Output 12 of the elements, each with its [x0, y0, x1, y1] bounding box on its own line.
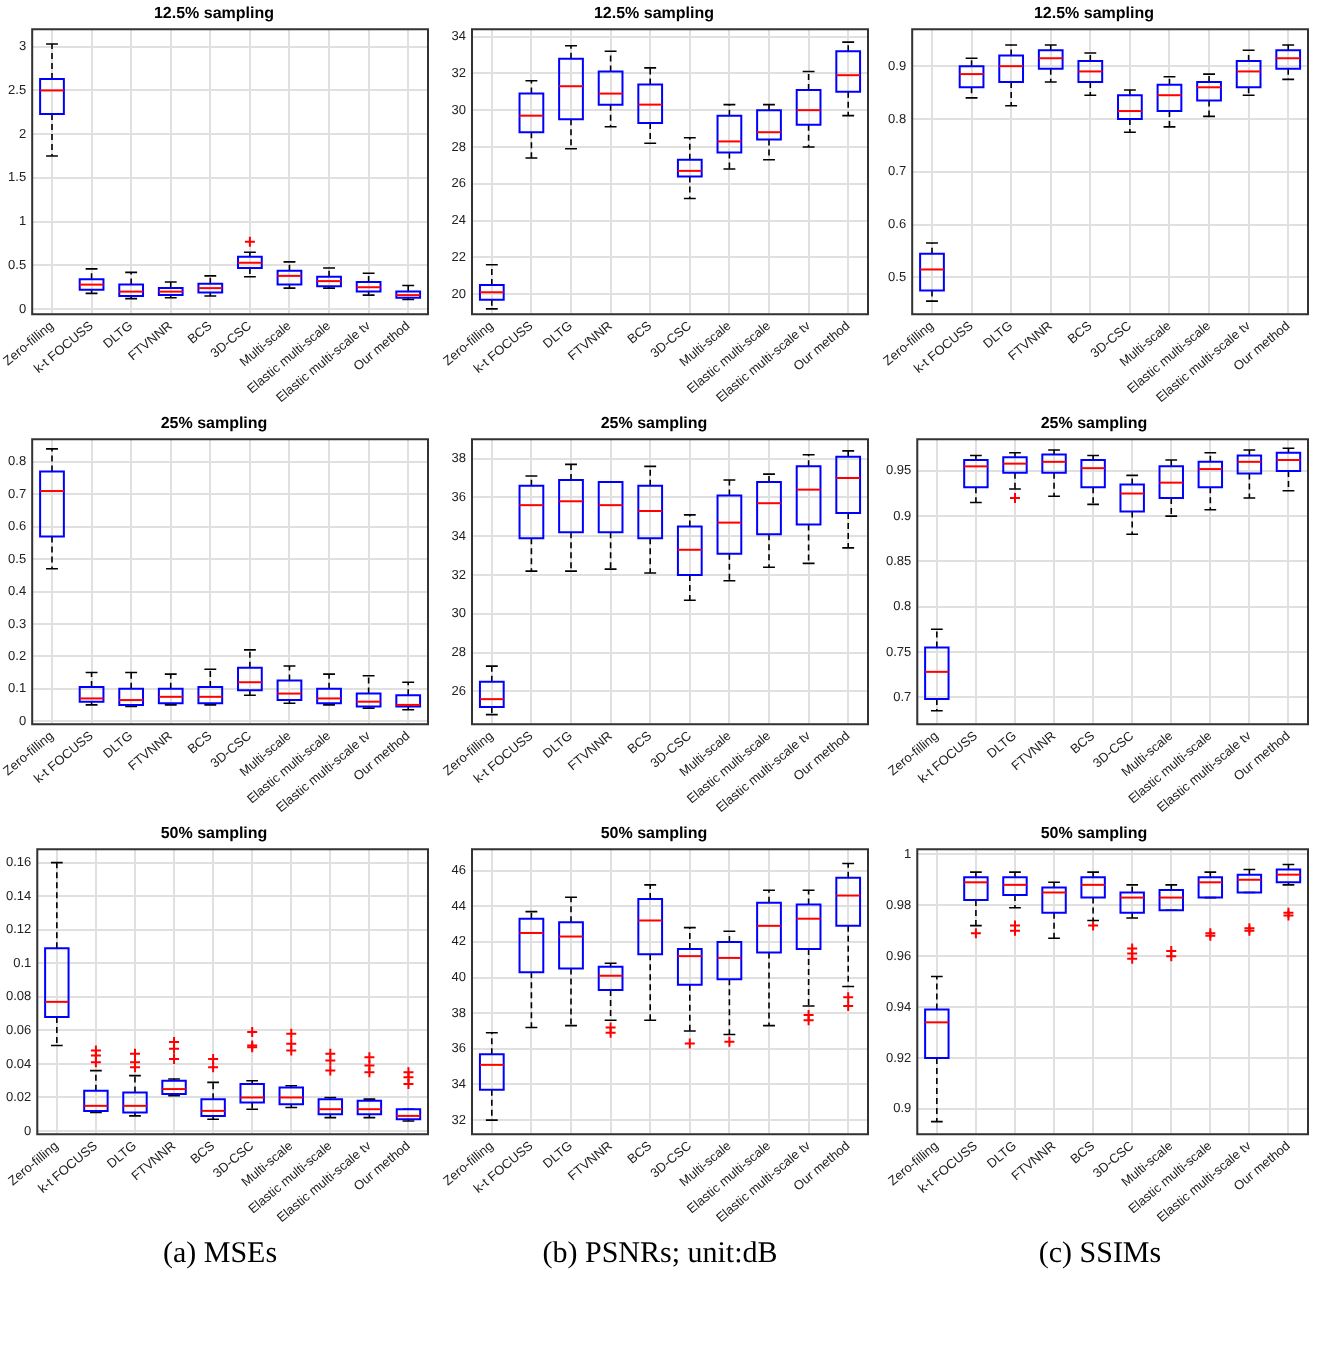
chart-title: 50% sampling: [1040, 824, 1148, 843]
chart-title: 25% sampling: [600, 414, 708, 433]
chart-title: 12.5% sampling: [153, 4, 275, 23]
chart-title: 50% sampling: [160, 824, 268, 843]
chart-title: 50% sampling: [600, 824, 708, 843]
chart-title: 25% sampling: [1040, 414, 1148, 433]
text: (a) MSEs: [160, 1238, 280, 1272]
chart-title: 12.5% sampling: [1033, 4, 1155, 23]
chart-title: 12.5% sampling: [593, 4, 715, 23]
text: (b) PSNRs; unit:dB: [540, 1238, 780, 1272]
text: (c) SSIMs: [1036, 1238, 1164, 1272]
chart-title: 25% sampling: [160, 414, 268, 433]
